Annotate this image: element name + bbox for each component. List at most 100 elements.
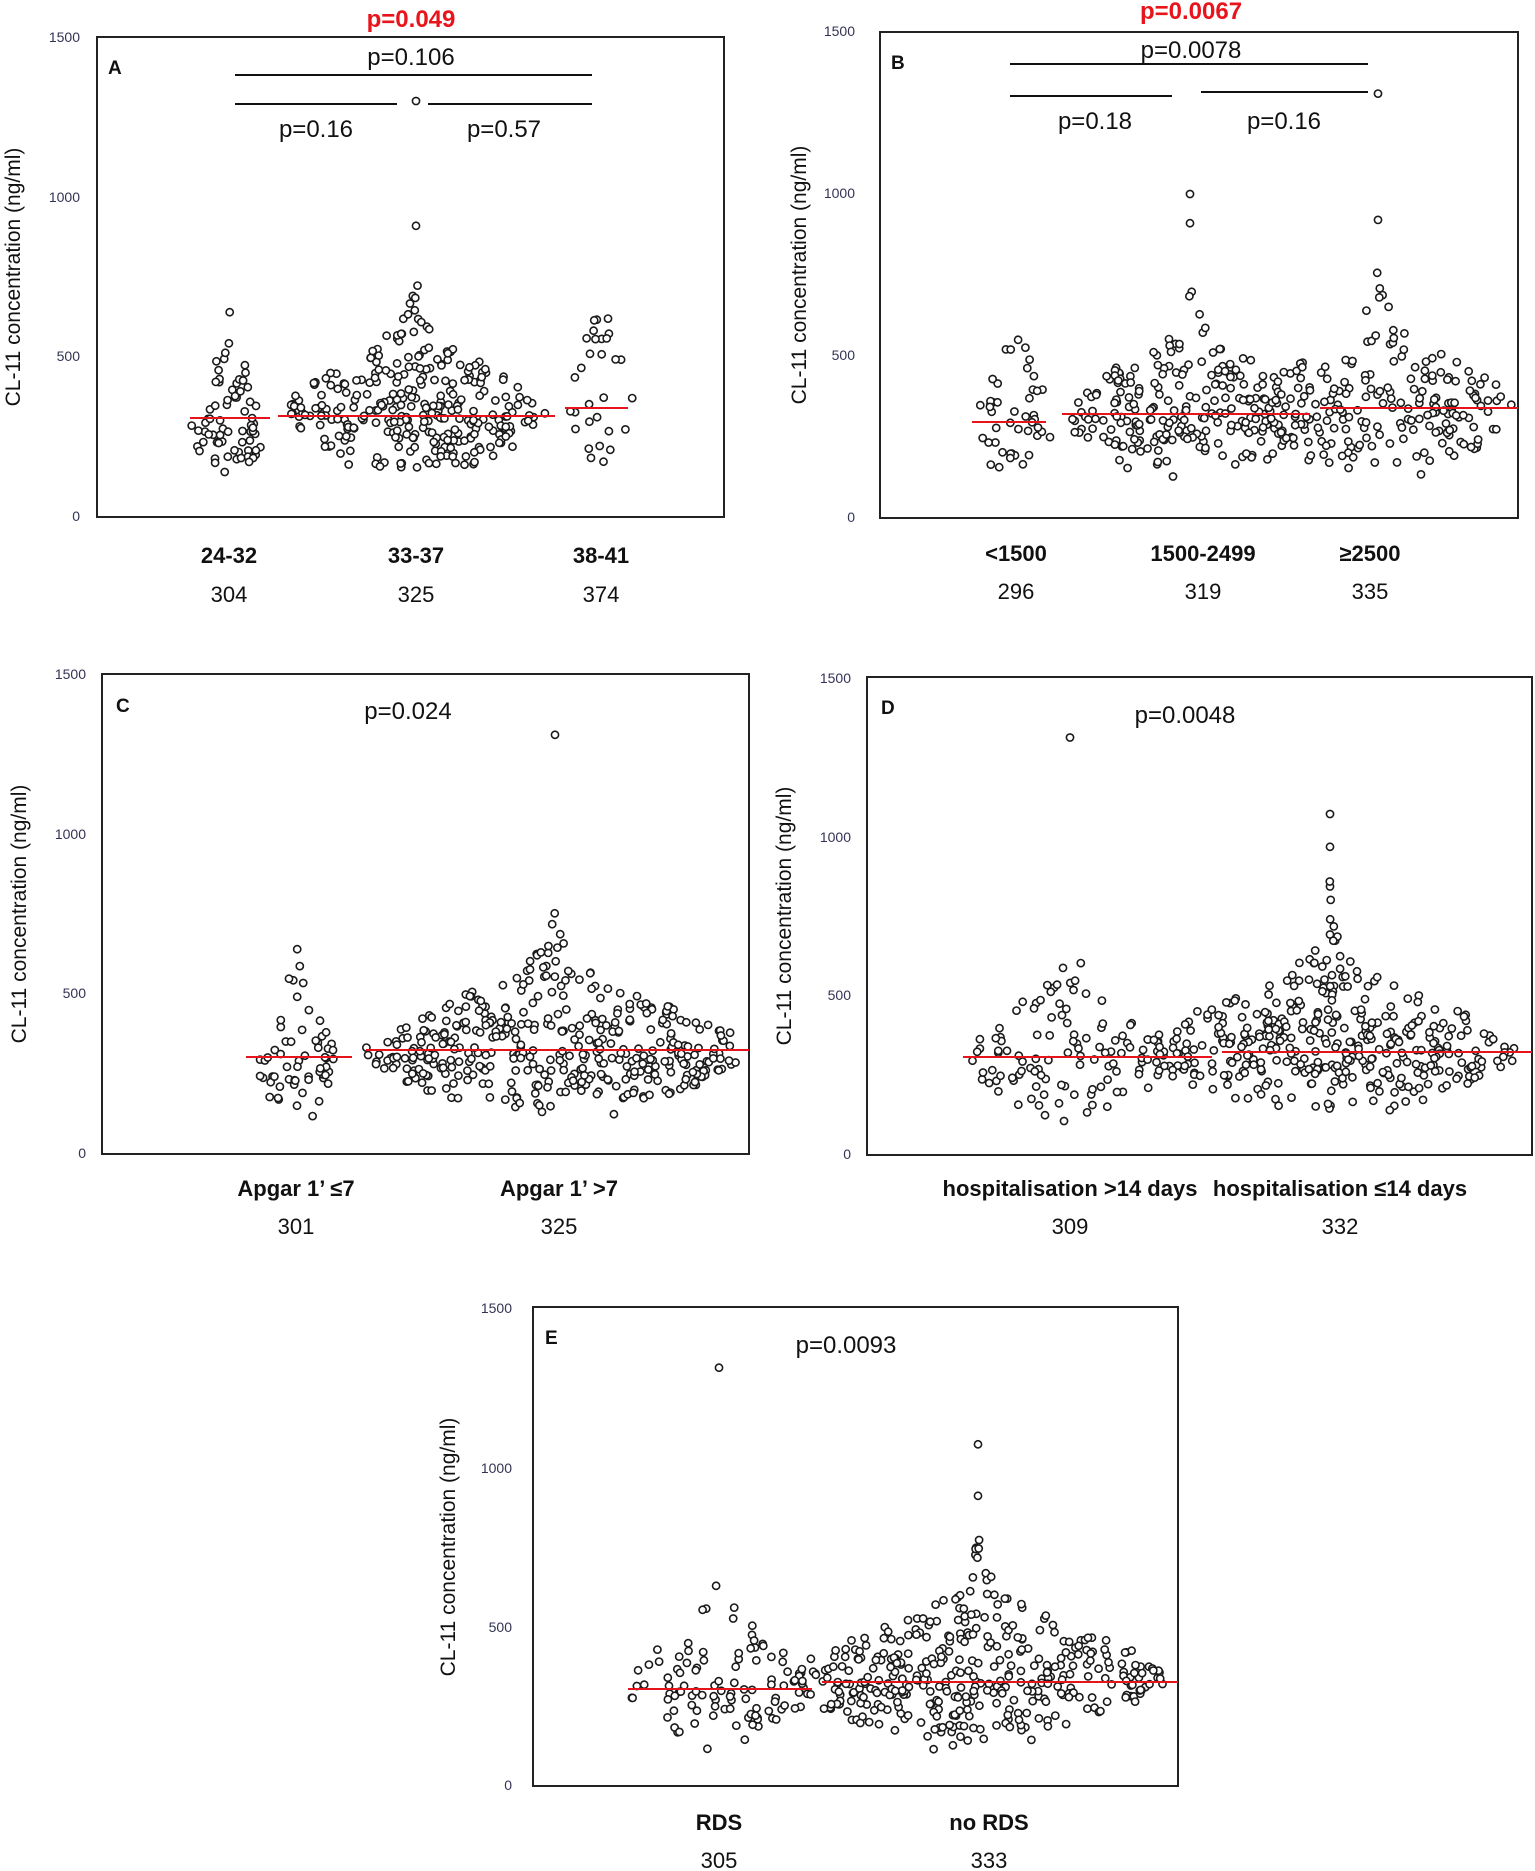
data-point bbox=[297, 1025, 307, 1035]
data-point bbox=[1246, 355, 1256, 365]
data-point bbox=[513, 382, 523, 392]
data-point bbox=[418, 1069, 428, 1078]
data-point bbox=[992, 1641, 1002, 1651]
data-point bbox=[533, 991, 543, 1001]
data-point bbox=[1445, 1067, 1454, 1076]
data-point bbox=[410, 305, 420, 315]
data-point bbox=[1436, 349, 1446, 359]
data-point bbox=[724, 1056, 734, 1065]
data-point bbox=[937, 1652, 946, 1662]
data-point bbox=[1007, 1073, 1017, 1083]
data-point bbox=[1029, 1004, 1039, 1013]
data-point bbox=[996, 1676, 1005, 1686]
data-point bbox=[1185, 218, 1195, 228]
data-point bbox=[1340, 377, 1349, 387]
data-point bbox=[193, 426, 203, 435]
data-point bbox=[1183, 434, 1192, 444]
data-point bbox=[1276, 389, 1286, 399]
data-point bbox=[1182, 1039, 1192, 1049]
data-point bbox=[1251, 414, 1261, 424]
data-point bbox=[1172, 1034, 1181, 1044]
data-point bbox=[543, 1014, 553, 1023]
data-point bbox=[653, 1645, 662, 1654]
data-point bbox=[561, 976, 570, 985]
data-point bbox=[1264, 990, 1273, 999]
data-point bbox=[729, 1678, 739, 1688]
data-point bbox=[1322, 374, 1332, 384]
data-point bbox=[1085, 1656, 1095, 1665]
data-point bbox=[632, 1053, 641, 1063]
data-point bbox=[326, 380, 336, 390]
data-point bbox=[871, 1655, 881, 1665]
data-point bbox=[1130, 1697, 1140, 1706]
data-point bbox=[524, 976, 534, 985]
data-point bbox=[276, 1015, 286, 1025]
panel-b-pvalue-1v2: p=0.18 bbox=[1058, 108, 1132, 135]
data-point bbox=[1083, 432, 1093, 442]
data-point bbox=[1242, 1023, 1252, 1033]
data-point bbox=[1225, 359, 1235, 369]
data-point bbox=[1470, 1073, 1480, 1082]
data-point bbox=[956, 1732, 965, 1742]
data-point bbox=[1208, 348, 1218, 357]
data-point bbox=[1241, 449, 1251, 458]
panel-c-points bbox=[255, 730, 740, 1121]
data-point bbox=[235, 386, 245, 396]
data-point bbox=[834, 1687, 844, 1697]
panel-c-ytick-1500: 1500 bbox=[55, 666, 86, 682]
data-point bbox=[1174, 426, 1184, 435]
data-point bbox=[714, 1066, 724, 1075]
data-point bbox=[1155, 1042, 1164, 1052]
data-point bbox=[992, 1613, 1002, 1622]
data-point bbox=[1231, 365, 1241, 375]
data-point bbox=[1201, 443, 1210, 453]
data-point bbox=[1088, 1084, 1097, 1094]
data-point bbox=[1467, 376, 1477, 386]
data-point bbox=[555, 929, 565, 939]
data-point bbox=[831, 1646, 840, 1655]
data-point bbox=[1008, 1621, 1018, 1630]
data-point bbox=[1325, 914, 1335, 924]
data-point bbox=[1463, 1025, 1472, 1035]
data-point bbox=[1214, 1010, 1223, 1020]
data-point bbox=[863, 1672, 873, 1682]
data-point bbox=[1430, 1053, 1439, 1063]
data-point bbox=[691, 1665, 701, 1675]
data-point bbox=[1327, 995, 1337, 1005]
data-point bbox=[989, 1662, 999, 1671]
data-point bbox=[1429, 394, 1439, 404]
data-point bbox=[585, 417, 594, 427]
data-point bbox=[987, 1065, 997, 1075]
data-point bbox=[1414, 1083, 1424, 1093]
data-point bbox=[187, 421, 197, 430]
data-point bbox=[1293, 383, 1303, 393]
data-point bbox=[1195, 1071, 1205, 1081]
data-point bbox=[876, 1702, 886, 1712]
data-point bbox=[841, 1644, 851, 1654]
panel-a-ytick-0: 0 bbox=[72, 508, 80, 524]
data-point bbox=[1148, 1666, 1158, 1675]
data-point bbox=[1245, 394, 1255, 404]
data-point bbox=[1167, 435, 1177, 445]
data-point bbox=[1070, 976, 1080, 986]
data-point bbox=[1320, 397, 1329, 407]
data-point bbox=[1136, 1685, 1145, 1695]
data-point bbox=[550, 908, 560, 918]
data-point bbox=[453, 1006, 463, 1016]
data-point bbox=[1095, 1042, 1104, 1052]
data-point bbox=[1399, 345, 1409, 354]
data-point bbox=[1125, 427, 1135, 437]
data-point bbox=[1220, 366, 1230, 376]
data-point bbox=[587, 984, 596, 994]
data-point bbox=[1389, 981, 1399, 990]
panel-c-category-1: Apgar 1’ ≤7 bbox=[237, 1176, 354, 1201]
data-point bbox=[1324, 458, 1334, 467]
data-point bbox=[945, 1632, 955, 1642]
data-point bbox=[371, 357, 381, 367]
data-point bbox=[451, 1020, 461, 1030]
panel-d-points bbox=[968, 733, 1519, 1126]
data-point bbox=[1337, 451, 1347, 461]
data-point bbox=[298, 978, 308, 988]
data-point bbox=[669, 1706, 679, 1716]
data-point bbox=[995, 1023, 1004, 1033]
